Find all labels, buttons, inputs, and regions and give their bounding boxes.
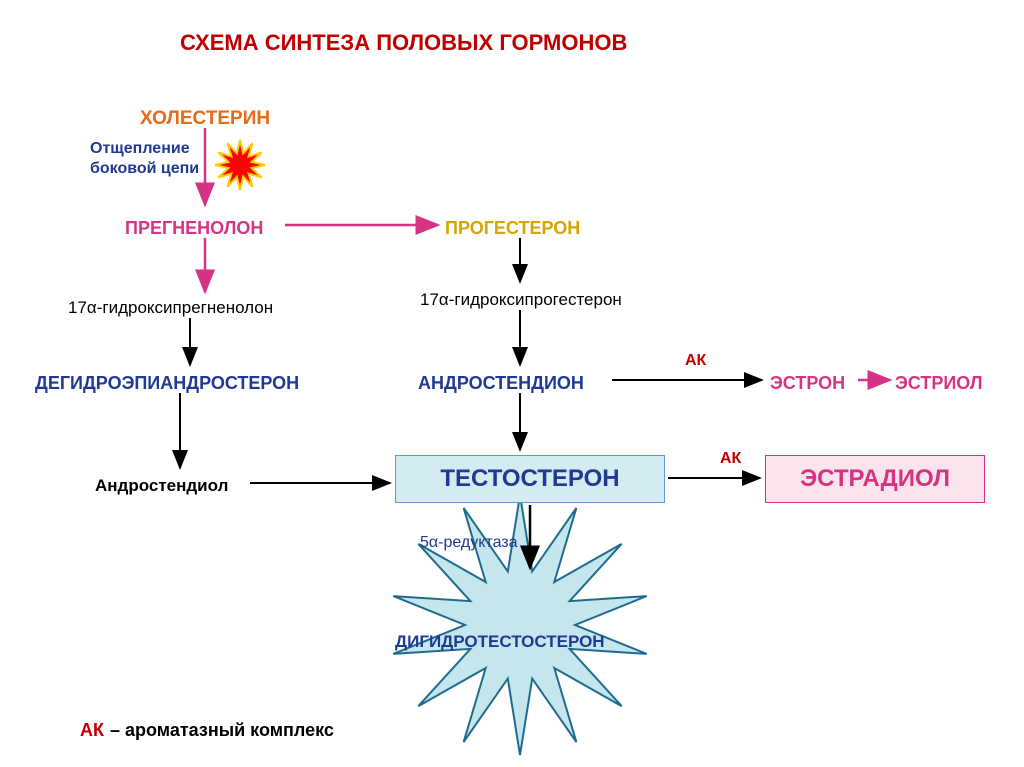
box-testosterone-label: ТЕСТОСТЕРОН (440, 465, 619, 493)
box-estradiol-label: ЭСТРАДИОЛ (800, 465, 950, 493)
node-progesterone: ПРОГЕСТЕРОН (445, 218, 580, 239)
legend-text: – ароматазный комплекс (110, 720, 334, 741)
label-ak-2: АК (720, 450, 741, 468)
box-estradiol: ЭСТРАДИОЛ (765, 455, 985, 503)
label-5a-reductase: 5α-редуктаза (420, 534, 518, 552)
node-androstenediol: Андростендиол (95, 476, 228, 496)
node-dhea: ДЕГИДРОЭПИАНДРОСТЕРОН (35, 373, 299, 394)
label-ak-1: АК (685, 352, 706, 370)
node-17a-hydroxyprogesterone: 17α-гидроксипрогестерон (420, 290, 622, 310)
label-sidechain-2: боковой цепи (90, 160, 199, 178)
node-cholesterol: ХОЛЕСТЕРИН (140, 108, 270, 130)
cleavage-star (215, 140, 265, 190)
node-estrone: ЭСТРОН (770, 373, 845, 394)
legend-ak: АК (80, 720, 104, 741)
node-androstenedione: АНДРОСТЕНДИОН (418, 373, 584, 394)
node-dihydrotestosterone: ДИГИДРОТЕСТОСТЕРОН (395, 632, 605, 652)
label-sidechain-1: Отщепление (90, 140, 190, 158)
node-17a-hydroxypregnenolone: 17α-гидроксипрегненолон (68, 298, 273, 318)
box-testosterone: ТЕСТОСТЕРОН (395, 455, 665, 503)
node-estriol: ЭСТРИОЛ (895, 373, 982, 394)
diagram-title: СХЕМА СИНТЕЗА ПОЛОВЫХ ГОРМОНОВ (180, 30, 627, 56)
node-pregnenolone: ПРЕГНЕНОЛОН (125, 218, 263, 239)
